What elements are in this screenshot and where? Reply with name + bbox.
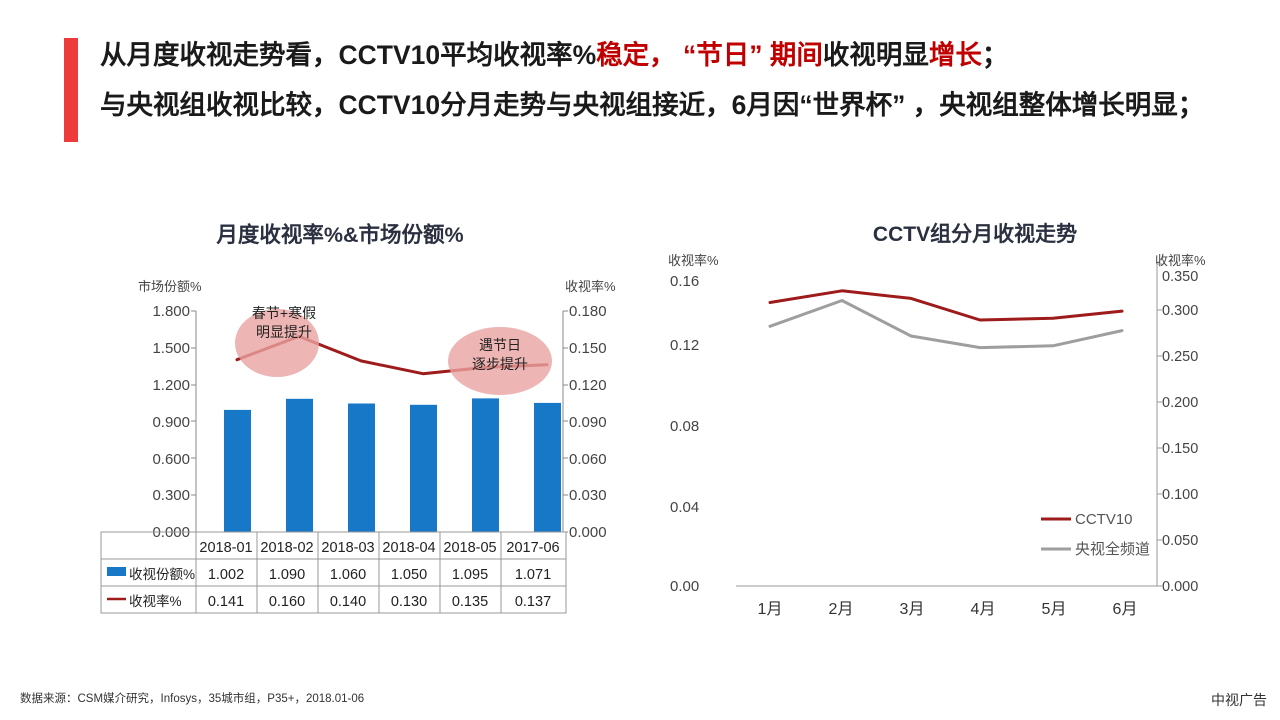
svg-text:0.137: 0.137 xyxy=(515,594,551,610)
svg-text:1.800: 1.800 xyxy=(152,303,190,320)
svg-text:0.08: 0.08 xyxy=(670,418,699,435)
svg-text:0.300: 0.300 xyxy=(1162,303,1198,319)
svg-text:逐步提升: 逐步提升 xyxy=(472,356,528,372)
svg-text:0.250: 0.250 xyxy=(1162,349,1198,365)
svg-text:1.090: 1.090 xyxy=(269,567,305,583)
svg-text:0.000: 0.000 xyxy=(569,524,607,541)
svg-text:3月: 3月 xyxy=(900,601,925,618)
svg-text:0.130: 0.130 xyxy=(391,594,427,610)
svg-text:0.141: 0.141 xyxy=(208,594,244,610)
svg-text:0.180: 0.180 xyxy=(569,303,607,320)
svg-text:明显提升: 明显提升 xyxy=(256,324,312,340)
svg-text:5月: 5月 xyxy=(1042,601,1067,618)
svg-text:0.16: 0.16 xyxy=(670,273,699,290)
svg-text:0.04: 0.04 xyxy=(670,499,699,516)
svg-text:0.120: 0.120 xyxy=(569,377,607,394)
svg-text:1.095: 1.095 xyxy=(452,567,488,583)
svg-text:2月: 2月 xyxy=(829,601,854,618)
svg-text:0.000: 0.000 xyxy=(1162,579,1198,595)
svg-text:央视全频道: 央视全频道 xyxy=(1075,540,1150,558)
svg-text:1.002: 1.002 xyxy=(208,567,244,583)
svg-text:0.135: 0.135 xyxy=(452,594,488,610)
svg-text:0.350: 0.350 xyxy=(1162,269,1198,285)
svg-text:遇节日: 遇节日 xyxy=(479,337,521,353)
svg-text:0.160: 0.160 xyxy=(269,594,305,610)
svg-text:0.12: 0.12 xyxy=(670,337,699,354)
svg-text:1.071: 1.071 xyxy=(515,567,551,583)
svg-text:0.200: 0.200 xyxy=(1162,395,1198,411)
svg-text:0.030: 0.030 xyxy=(569,487,607,504)
svg-text:2018-04: 2018-04 xyxy=(382,540,435,556)
svg-text:0.300: 0.300 xyxy=(152,487,190,504)
svg-text:0.150: 0.150 xyxy=(1162,441,1198,457)
svg-text:春节+寒假: 春节+寒假 xyxy=(252,305,316,321)
svg-text:2017-06: 2017-06 xyxy=(506,540,559,556)
svg-text:6月: 6月 xyxy=(1113,601,1138,618)
svg-text:CCTV10: CCTV10 xyxy=(1075,511,1133,528)
svg-text:2018-01: 2018-01 xyxy=(199,540,252,556)
svg-text:0.150: 0.150 xyxy=(569,340,607,357)
svg-text:1月: 1月 xyxy=(758,601,783,618)
svg-text:0.060: 0.060 xyxy=(569,451,607,468)
svg-text:0.100: 0.100 xyxy=(1162,487,1198,503)
svg-text:4月: 4月 xyxy=(971,601,996,618)
svg-text:2018-02: 2018-02 xyxy=(260,540,313,556)
svg-text:0.090: 0.090 xyxy=(569,414,607,431)
svg-text:收视率%: 收视率% xyxy=(129,593,182,609)
svg-text:0.00: 0.00 xyxy=(670,578,699,595)
svg-text:1.050: 1.050 xyxy=(391,567,427,583)
svg-text:1.060: 1.060 xyxy=(330,567,366,583)
svg-text:0.050: 0.050 xyxy=(1162,533,1198,549)
svg-text:0.900: 0.900 xyxy=(152,414,190,431)
svg-text:0.600: 0.600 xyxy=(152,451,190,468)
svg-text:2018-05: 2018-05 xyxy=(443,540,496,556)
svg-text:2018-03: 2018-03 xyxy=(321,540,374,556)
svg-text:0.140: 0.140 xyxy=(330,594,366,610)
svg-text:收视份额%: 收视份额% xyxy=(129,567,195,582)
svg-text:1.200: 1.200 xyxy=(152,377,190,394)
svg-text:1.500: 1.500 xyxy=(152,340,190,357)
